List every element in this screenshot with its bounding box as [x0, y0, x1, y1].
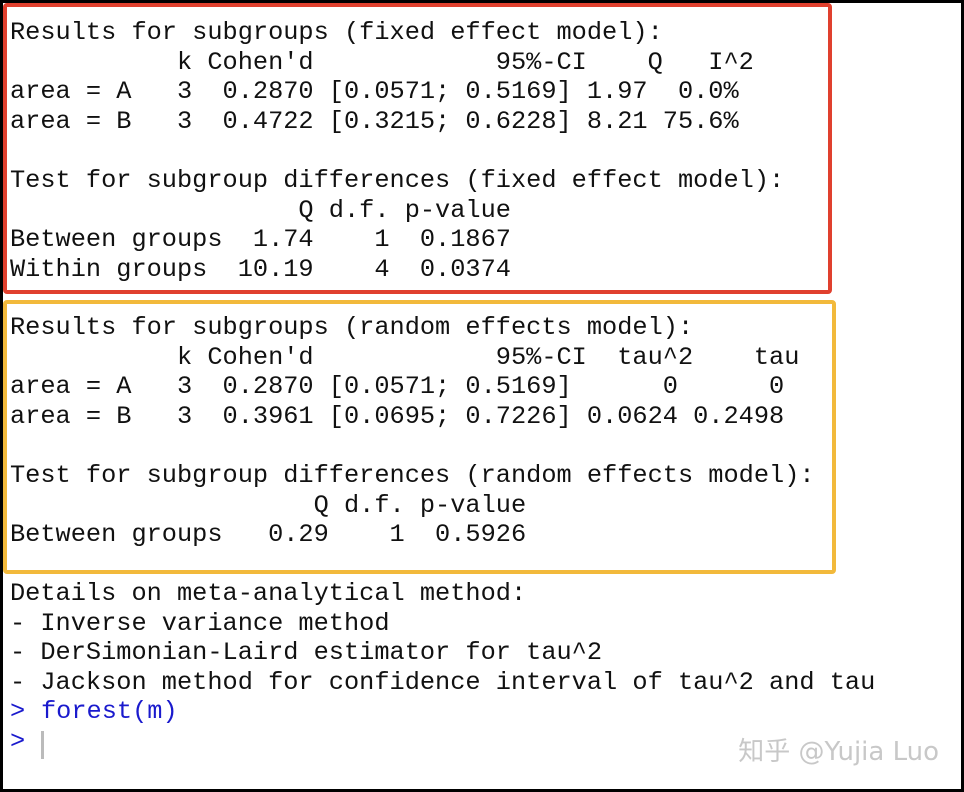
output-line: area = A 3 0.2870 [0.0571; 0.5169] 0 0 — [10, 372, 785, 402]
output-line: Q d.f. p-value — [10, 195, 511, 225]
output-line: Within groups 10.19 4 0.0374 — [10, 254, 511, 284]
output-line: area = B 3 0.4722 [0.3215; 0.6228] 8.21 … — [10, 106, 739, 136]
prompt[interactable]: > — [10, 727, 26, 756]
output-line: Results for subgroups (random effects mo… — [10, 313, 694, 342]
output-line: Test for subgroup differences (fixed eff… — [10, 166, 785, 195]
output-line: k Cohen'd 95%-CI tau^2 tau — [10, 342, 800, 372]
watermark: 知乎 @Yujia Luo — [738, 737, 939, 767]
command: forest(m) — [41, 697, 178, 726]
output-line: Q d.f. p-value — [10, 490, 527, 520]
prompt: > — [10, 697, 26, 726]
output-line: Between groups 1.74 1 0.1867 — [10, 225, 511, 255]
output-line: Details on meta-analytical method: — [10, 579, 527, 608]
output-line: k Cohen'd 95%-CI Q I^2 — [10, 47, 754, 77]
output-line: - DerSimonian-Laird estimator for tau^2 — [10, 638, 603, 668]
output-line: Results for subgroups (fixed effect mode… — [10, 18, 663, 47]
output-line: - Jackson method for confidence interval… — [10, 667, 876, 697]
cursor — [41, 731, 44, 759]
output-line: Test for subgroup differences (random ef… — [10, 461, 815, 490]
output-line: Between groups 0.29 1 0.5926 — [10, 520, 527, 550]
output-line: area = B 3 0.3961 [0.0695; 0.7226] 0.062… — [10, 401, 785, 431]
fixed-effect-highlight — [3, 3, 832, 294]
output-line: area = A 3 0.2870 [0.0571; 0.5169] 1.97 … — [10, 77, 739, 107]
random-effects-highlight — [3, 300, 836, 574]
output-line: - Inverse variance method — [10, 608, 390, 638]
